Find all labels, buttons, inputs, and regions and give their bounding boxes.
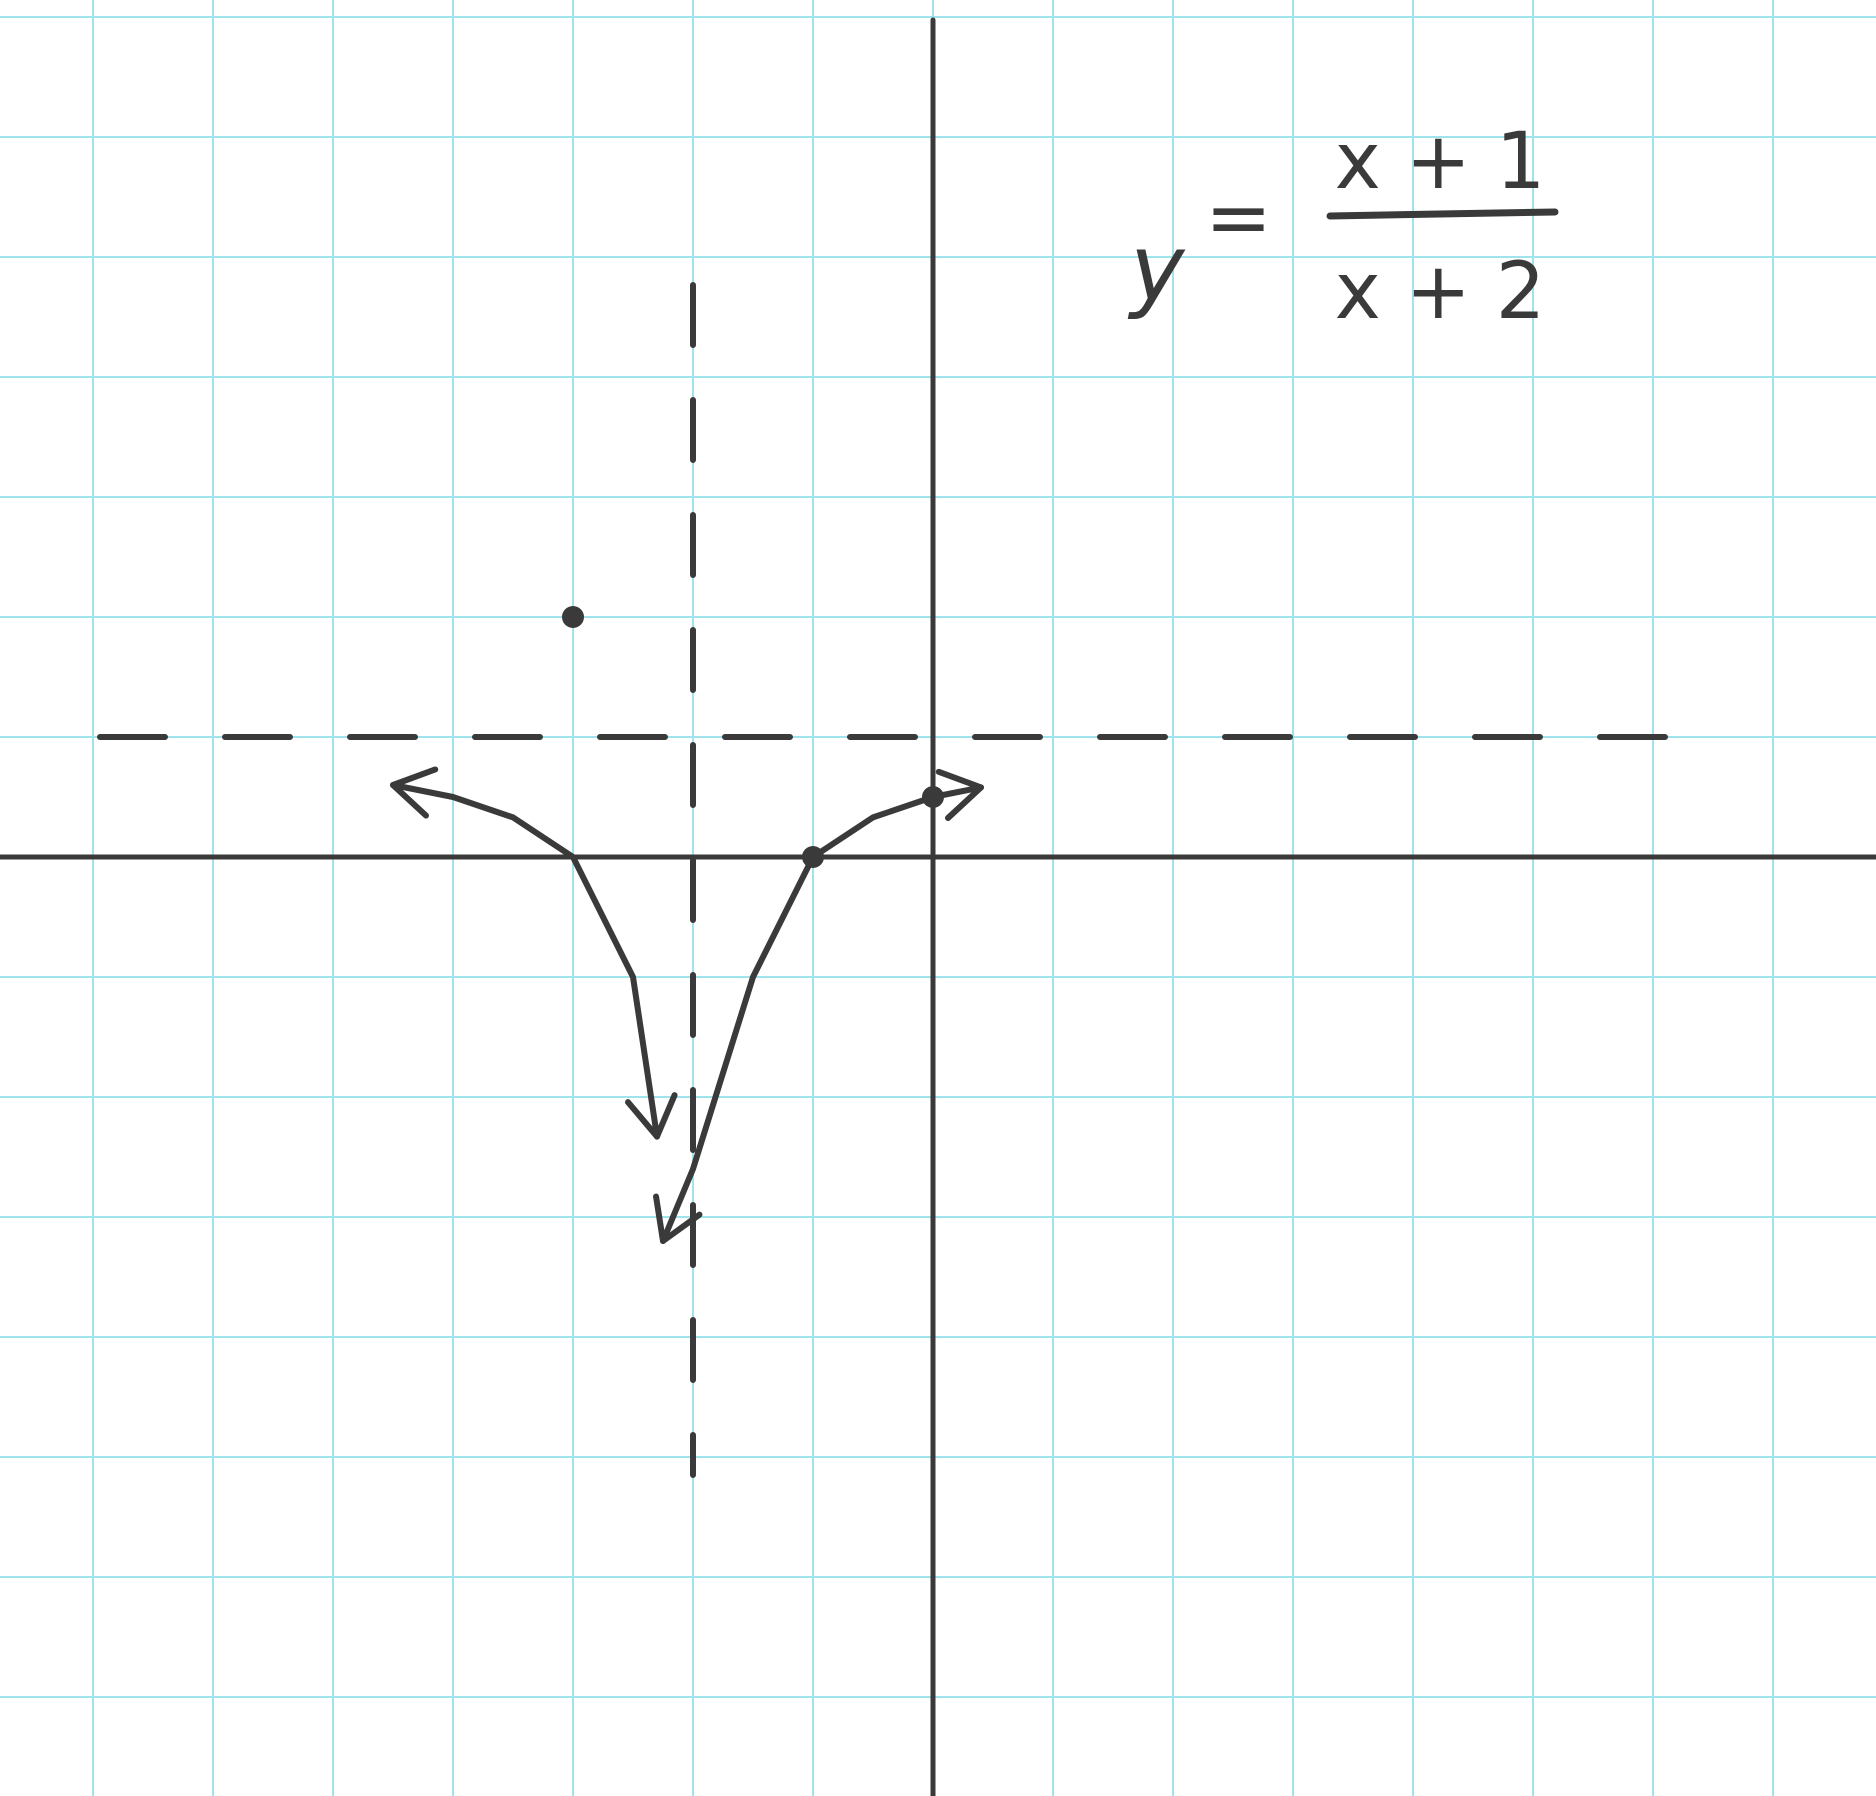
coordinate-axes [0, 17, 1876, 1796]
plotted-point [922, 786, 944, 808]
equation-denominator: x + 2 [1335, 247, 1546, 337]
plotted-point [562, 606, 584, 628]
function-curves [390, 766, 984, 1244]
arrowhead [935, 768, 984, 821]
arrowhead [625, 1092, 678, 1140]
equation-equals: = [1205, 171, 1272, 264]
equation-label: y = x + 1 x + 2 [1127, 117, 1559, 337]
plotted-points [562, 606, 944, 868]
equation-numerator: x + 1 [1335, 117, 1546, 207]
asymptote-lines [97, 282, 1683, 1478]
curve-branch [390, 782, 660, 1140]
equation-lhs: y [1127, 215, 1186, 322]
plotted-point [802, 846, 824, 868]
arrowhead [390, 766, 439, 819]
fraction-bar [1326, 208, 1559, 220]
arrowhead [653, 1193, 703, 1244]
